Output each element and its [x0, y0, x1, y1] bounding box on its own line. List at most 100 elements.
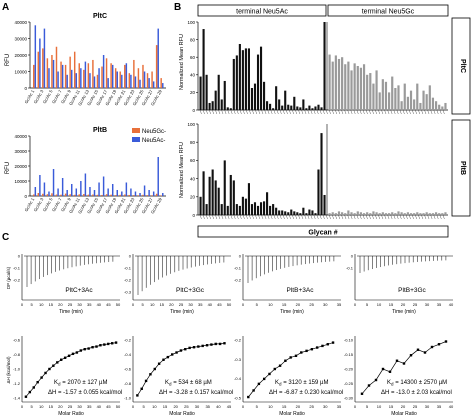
b-xtick: [396, 109, 399, 115]
a-bottom-ytick-label: 20000: [14, 164, 27, 169]
b-bar-ac: [220, 204, 223, 215]
itc-molar-tick-label: 20: [173, 404, 178, 409]
b-bar-ac: [311, 108, 314, 110]
b-xtick: [285, 214, 288, 220]
itc-data-point: [395, 359, 399, 362]
itc-molar-tick-label: 5: [30, 404, 33, 409]
b-xtick: [319, 109, 322, 115]
itc-dh-annotation: ΔH = -6.87 ± 0.230 kcal/mol: [269, 390, 343, 396]
a-top-bar: [87, 63, 90, 88]
a-bottom-bar: [42, 193, 44, 196]
b-xtick: [433, 109, 436, 115]
b-xtick: [267, 109, 270, 115]
itc-molar-tick-label: 5: [256, 404, 259, 409]
b-xtick: [255, 109, 258, 115]
itc-data-point: [423, 351, 427, 354]
b-xtick: [212, 214, 214, 220]
b-bar-gc: [441, 213, 444, 215]
itc-data-point: [197, 345, 200, 348]
b-xtick: [258, 214, 261, 220]
b-xtick: [344, 109, 347, 115]
panel-a-top-bars: [29, 22, 166, 89]
b-xtick: [212, 109, 214, 115]
itc-dh-tick-label: -0.20: [344, 367, 354, 372]
a-top-bar: [160, 78, 162, 88]
itc-time-tick-label: 10: [150, 302, 155, 307]
b-xtick: [202, 109, 205, 115]
itc-molar-label: Molar Ratio: [279, 411, 305, 417]
b-bar-gc: [406, 212, 409, 215]
a-top-bar: [142, 64, 144, 88]
a-bottom-bar: [43, 182, 46, 196]
b-xtick: [387, 109, 390, 115]
panel-a-top-xticks: Gc/Ac 1Gc/Ac 3Gc/Ac 5Gc/Ac 7Gc/Ac 9Gc/Ac…: [24, 88, 164, 106]
itc-data-point: [175, 351, 178, 354]
b-xtick: [239, 214, 242, 220]
b-xtick: [433, 214, 436, 220]
b-bar-ac: [232, 58, 235, 110]
itc-molar-label: Molar Ratio: [391, 411, 417, 417]
b-xtick: [362, 214, 365, 220]
panel-label-b: B: [174, 2, 181, 13]
panel-a-legend: Neu5Gc- Neu5Ac-: [132, 128, 166, 144]
itc-data-point: [247, 395, 250, 399]
b-xtick: [316, 214, 319, 220]
a-bottom-bar: [87, 194, 90, 196]
b-xtick: [335, 214, 337, 220]
panel-b-xlabel: Glycan #: [308, 230, 337, 237]
itc-data-point: [71, 352, 75, 356]
b-xtick: [347, 214, 350, 220]
itc-dh-tick-label: -1.0: [124, 396, 132, 401]
b-xtick: [249, 109, 251, 115]
itc-time-tick-label: 5: [30, 302, 33, 307]
a-bottom-bar: [80, 181, 82, 196]
a-top-bar: [124, 64, 126, 88]
itc-title: PltC+3Gc: [176, 287, 205, 294]
b-bar-gc: [422, 90, 425, 110]
itc-data-point: [56, 361, 59, 364]
itc-time-tick-label: 5: [366, 302, 369, 307]
b-xtick: [402, 214, 405, 220]
itc-dh-annotation: ΔH = -13.0 ± 2.03 kcal/mol: [381, 390, 452, 396]
b-bar-ac: [211, 169, 214, 215]
a-bottom-bar: [89, 187, 91, 196]
b-xtick: [233, 109, 236, 115]
a-top-bar: [92, 59, 94, 88]
itc-data-point: [60, 358, 63, 361]
b-xtick: [276, 214, 279, 220]
legend-label-ac: Neu5Ac-: [142, 138, 165, 144]
b-bar-ac: [287, 104, 290, 110]
b-bar-ac: [241, 196, 244, 215]
b-xtick: [325, 214, 328, 220]
b-bar-ac: [202, 29, 205, 110]
itc-molar-tick-label: 40: [216, 404, 221, 409]
b-xtick: [381, 109, 384, 115]
a-bottom-bar: [124, 194, 126, 196]
panel-label-c: C: [2, 232, 9, 243]
itc-time-tick-label: 15: [389, 302, 394, 307]
itc-time-label: Time (min): [392, 309, 416, 315]
b-bar-ac: [250, 204, 254, 215]
b-bar-gc: [425, 94, 428, 110]
b-bar-gc: [409, 213, 413, 215]
b-bar-gc: [400, 212, 403, 215]
b-ytick-label: 20: [190, 195, 196, 200]
itc-molar-label: Molar Ratio: [169, 411, 195, 417]
itc-molar-tick-label: 20: [296, 404, 301, 409]
b-xtick: [402, 109, 405, 115]
b-xtick: [273, 109, 276, 115]
b-xtick: [368, 214, 371, 220]
b-bar-ac: [266, 192, 269, 215]
itc-data-point: [252, 389, 255, 392]
a-bottom-bar: [114, 195, 117, 196]
b-xtick: [424, 214, 427, 220]
b-xtick: [359, 214, 362, 220]
a-bottom-ytick-label: 30000: [14, 149, 27, 154]
a-top-bar: [143, 71, 146, 88]
a-bottom-bar: [157, 157, 159, 196]
itc-data-point: [144, 379, 148, 383]
itc-data-point: [315, 346, 319, 349]
a-bottom-bar: [57, 188, 59, 196]
b-bar-ac: [281, 105, 284, 110]
b-xtick: [322, 214, 325, 220]
